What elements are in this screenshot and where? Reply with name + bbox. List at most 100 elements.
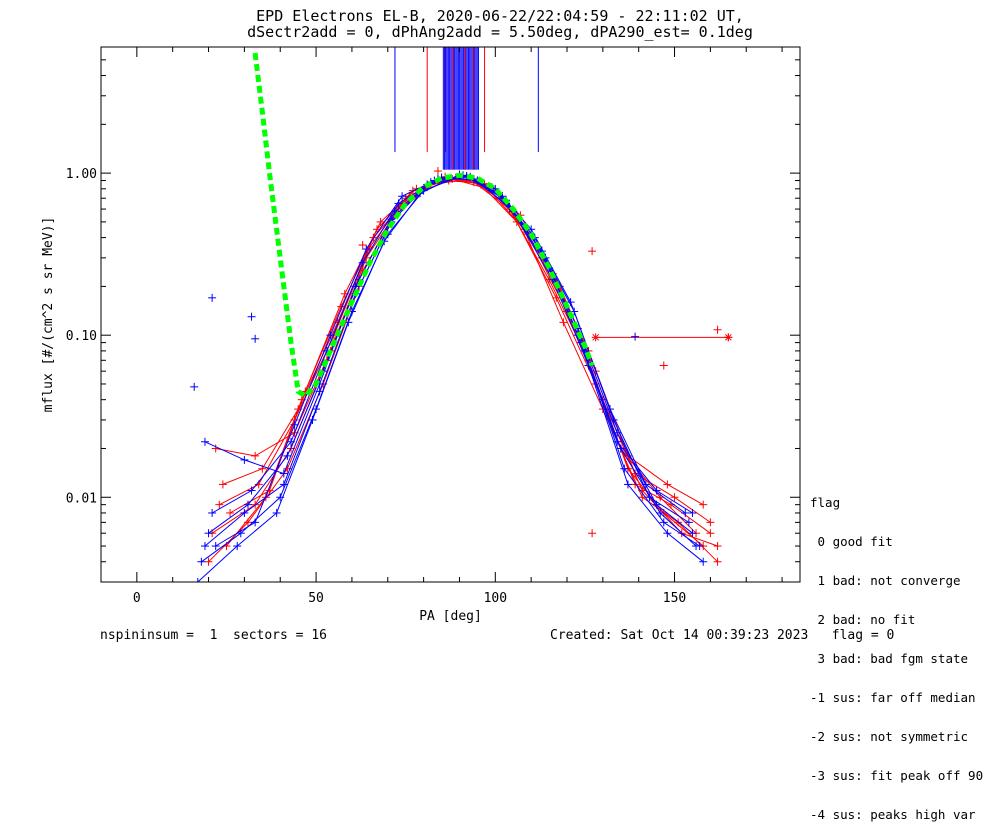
- data-point: [218, 480, 227, 489]
- data-point: [204, 557, 213, 566]
- legend-entry: 0 good fit: [810, 534, 893, 549]
- data-point: [200, 542, 209, 551]
- footer-right: Created: Sat Oct 14 00:39:23 2023 flag =…: [550, 628, 895, 643]
- data-point: [688, 508, 697, 517]
- data-point: [358, 241, 367, 250]
- data-point: [684, 518, 693, 527]
- data-point: [197, 557, 206, 566]
- data-point: [623, 480, 632, 489]
- series-line: [215, 176, 704, 563]
- data-point: [398, 192, 407, 201]
- legend-entry: 2 bad: no fit: [810, 612, 916, 627]
- vertical-lines-layer: [394, 47, 539, 170]
- series-line: [204, 175, 693, 514]
- data-point: [204, 529, 213, 538]
- flag-legend: flag 0 good fit 1 bad: not converge 2 ba…: [810, 470, 983, 834]
- data-point: [433, 167, 442, 176]
- data-point: [706, 529, 715, 538]
- legend-entry: -3 sus: fit peak off 90: [810, 768, 984, 783]
- axes-frame: [100, 46, 801, 583]
- data-point: [243, 500, 252, 509]
- y-tick-label: 1.00: [66, 167, 97, 182]
- series-line: [208, 176, 697, 547]
- data-point: [279, 469, 288, 478]
- data-point: [641, 480, 650, 489]
- x-tick-label: 100: [484, 591, 507, 606]
- data-point: [688, 529, 697, 538]
- y-tick-label: 0.01: [66, 491, 97, 506]
- chart-subtitle: dSectr2add = 0, dPhAng2add = 5.50deg, dP…: [247, 23, 753, 41]
- data-point: [233, 542, 242, 551]
- data-point: [706, 518, 715, 527]
- legend-entry: -2 sus: not symmetric: [810, 729, 969, 744]
- data-point: [272, 508, 281, 517]
- fit-curve: [252, 52, 595, 400]
- data-point: [591, 333, 600, 342]
- data-point: [552, 293, 561, 302]
- plot-area: 0 50 100 150 0.01 0.10 1.00 PA [deg] mflux [#/(c…: [41, 46, 801, 624]
- data-point: [362, 245, 371, 254]
- data-point: [326, 331, 335, 340]
- data-point: [659, 361, 668, 370]
- data-point: [211, 542, 220, 551]
- data-point: [681, 508, 690, 517]
- data-point: [247, 486, 256, 495]
- data-point: [358, 258, 367, 267]
- data-point: [566, 298, 575, 307]
- series-line: [197, 173, 686, 582]
- x-tick-label: 150: [663, 591, 686, 606]
- data-point: [588, 247, 597, 256]
- data-point: [659, 518, 668, 527]
- data-point: [670, 493, 679, 502]
- data-point: [243, 518, 252, 527]
- data-point: [208, 293, 217, 302]
- data-point: [240, 455, 249, 464]
- data-point: [215, 500, 224, 509]
- series-line: [208, 178, 697, 563]
- data-point: [613, 437, 622, 446]
- series-line: [201, 174, 690, 563]
- legend-title: flag: [810, 495, 841, 510]
- y-tick-label: 0.10: [66, 329, 97, 344]
- data-point: [251, 334, 260, 343]
- legend-entry: 1 bad: not converge: [810, 573, 961, 588]
- data-point: [713, 325, 722, 334]
- data-point: [645, 493, 654, 502]
- data-point: [656, 508, 665, 517]
- data-point: [713, 542, 722, 551]
- data-point: [283, 451, 292, 460]
- data-point: [226, 508, 235, 517]
- x-tick-label: 0: [133, 591, 141, 606]
- data-point: [240, 508, 249, 517]
- legend-entry: -1 sus: far off median: [810, 690, 976, 705]
- data-point: [620, 464, 629, 473]
- series-line: [211, 179, 704, 547]
- data-point: [376, 217, 385, 226]
- footer-left: nspininsum = 1 sectors = 16: [100, 628, 327, 643]
- data-point: [631, 332, 640, 341]
- y-axis-label: mflux [#/(cm^2 s sr MeV)]: [41, 217, 56, 413]
- data-point: [724, 333, 733, 342]
- data-point: [699, 500, 708, 509]
- data-point: [251, 518, 260, 527]
- chart-title: EPD Electrons EL-B, 2020-06-22/22:04:59 …: [256, 7, 744, 25]
- data-point: [699, 557, 708, 566]
- data-point: [208, 508, 217, 517]
- data-point: [559, 318, 568, 327]
- data-point: [663, 480, 672, 489]
- data-point: [713, 557, 722, 566]
- data-point: [190, 382, 199, 391]
- data-point: [362, 253, 371, 262]
- x-tick-label: 50: [308, 591, 324, 606]
- data-point: [588, 529, 597, 538]
- data-point: [606, 405, 615, 414]
- legend-entry: 3 bad: bad fgm state: [810, 651, 969, 666]
- data-point: [279, 480, 288, 489]
- data-point: [695, 542, 704, 551]
- data-point: [308, 415, 317, 424]
- series-layer: [190, 167, 733, 582]
- data-point: [247, 312, 256, 321]
- data-point: [286, 437, 295, 446]
- axes-layer: 0 50 100 150 0.01 0.10 1.00 PA [deg] mflux [#/(c…: [41, 46, 801, 624]
- fit-curve-layer: [252, 52, 595, 400]
